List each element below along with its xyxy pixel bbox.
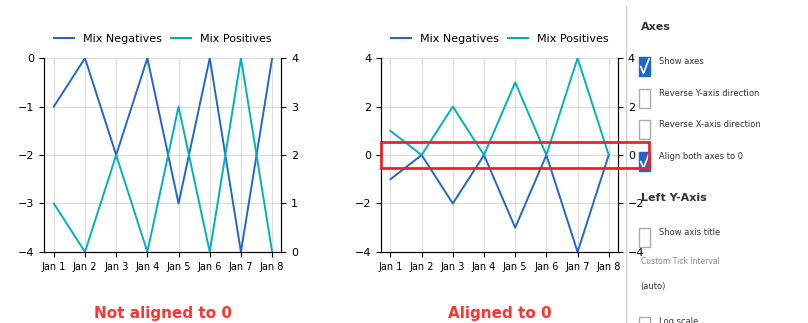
Bar bbox=[639, 89, 650, 108]
Text: Log scale: Log scale bbox=[659, 317, 698, 323]
Text: Left Y-Axis: Left Y-Axis bbox=[641, 193, 706, 203]
Text: Axes: Axes bbox=[641, 22, 671, 32]
Text: Reverse Y-axis direction: Reverse Y-axis direction bbox=[659, 89, 760, 98]
Text: (auto): (auto) bbox=[641, 282, 666, 291]
Legend: Mix Negatives, Mix Positives: Mix Negatives, Mix Positives bbox=[386, 30, 612, 49]
Text: Reverse X-axis direction: Reverse X-axis direction bbox=[659, 120, 760, 129]
Bar bbox=[639, 120, 650, 140]
Text: Show axis title: Show axis title bbox=[659, 228, 720, 237]
Legend: Mix Negatives, Mix Positives: Mix Negatives, Mix Positives bbox=[50, 30, 276, 49]
Text: Not aligned to 0: Not aligned to 0 bbox=[94, 306, 232, 321]
Bar bbox=[639, 317, 650, 323]
Text: Align both axes to 0: Align both axes to 0 bbox=[659, 152, 743, 161]
Bar bbox=[639, 57, 650, 76]
Text: Aligned to 0: Aligned to 0 bbox=[448, 306, 551, 321]
Text: Show axes: Show axes bbox=[659, 57, 704, 66]
Bar bbox=[639, 152, 650, 171]
Bar bbox=[639, 228, 650, 247]
Text: Custom Tick Interval: Custom Tick Interval bbox=[641, 256, 720, 266]
